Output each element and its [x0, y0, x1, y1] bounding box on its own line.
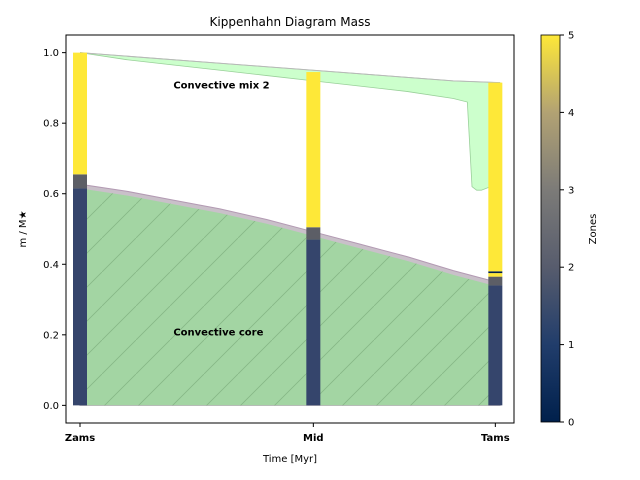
total-mass-line — [79, 52, 501, 84]
x-axis: Zams Mid Tams — [65, 423, 510, 444]
y-tick-label: 0.2 — [43, 330, 59, 341]
y-tick-label: 1.0 — [43, 48, 59, 59]
colorbar: 0 1 2 3 4 5 Zones — [540, 31, 599, 429]
zone-bar-segment — [488, 82, 503, 272]
zone-bar-segment — [488, 285, 503, 406]
x-tick-label: Tams — [481, 433, 510, 444]
zone-bar-segment — [488, 271, 503, 274]
colorbar-tick-label: 5 — [568, 31, 574, 42]
zone-bar-segment — [73, 188, 87, 406]
colorbar-gradient — [540, 34, 561, 423]
plot-frame — [65, 34, 515, 424]
colorbar-tick-label: 1 — [568, 340, 574, 351]
convective-mix-2-area — [79, 52, 501, 191]
colorbar-tick-label: 2 — [568, 263, 574, 274]
x-tick-label: Mid — [303, 433, 324, 444]
zone-bar-segment — [73, 174, 87, 189]
y-tick-label: 0.4 — [43, 260, 59, 271]
zone-bar-segment — [306, 227, 321, 240]
zone-bar-segment — [488, 276, 503, 286]
y-axis-label: m / M★ — [18, 210, 29, 247]
x-tick-label: Zams — [65, 433, 95, 444]
colorbar-tick-label: 3 — [568, 185, 574, 196]
zone-bar-segment — [73, 52, 87, 175]
annotation-convective-core: Convective core — [173, 327, 263, 338]
y-tick-label: 0.6 — [43, 189, 59, 200]
colorbar-tick-label: 0 — [568, 418, 574, 429]
colorbar-tick-label: 4 — [568, 108, 574, 119]
zone-bar-segment — [306, 239, 321, 406]
y-tick-label: 0.8 — [43, 119, 59, 130]
chart-title: Kippenhahn Diagram Mass — [210, 15, 371, 29]
colorbar-label: Zones — [588, 214, 599, 245]
zone-bar-segment — [488, 273, 503, 277]
x-axis-label: Time [Myr] — [262, 454, 317, 465]
zone-bar-segment — [306, 72, 321, 228]
annotation-convective-mix-2: Convective mix 2 — [173, 80, 269, 91]
convective-core-hatch — [80, 188, 500, 406]
y-tick-label: 0.0 — [43, 401, 59, 412]
y-axis: 0.0 0.2 0.4 0.6 0.8 1.0 — [43, 48, 66, 412]
